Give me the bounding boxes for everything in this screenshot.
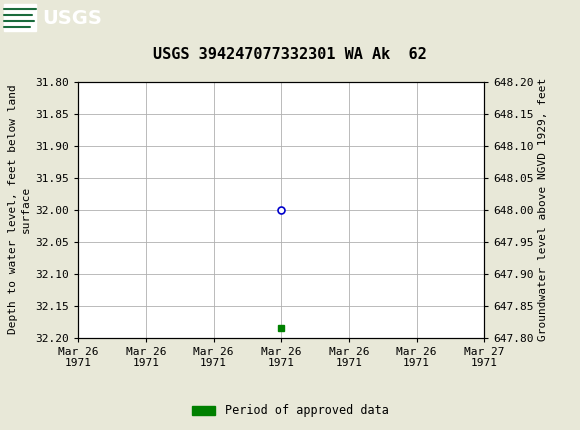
Text: USGS: USGS [42,9,102,28]
Y-axis label: Depth to water level, feet below land
surface: Depth to water level, feet below land su… [8,85,31,335]
FancyBboxPatch shape [4,4,36,31]
Text: USGS 394247077332301 WA Ak  62: USGS 394247077332301 WA Ak 62 [153,47,427,62]
Y-axis label: Groundwater level above NGVD 1929, feet: Groundwater level above NGVD 1929, feet [538,78,548,341]
Legend: Period of approved data: Period of approved data [187,399,393,422]
